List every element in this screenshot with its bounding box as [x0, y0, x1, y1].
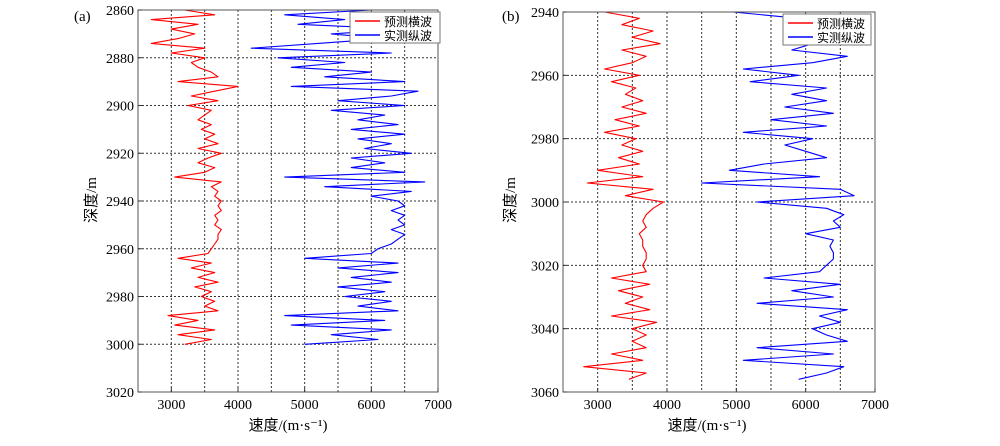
y-tick-label: 2940 [531, 6, 559, 21]
y-tick-label: 3020 [106, 386, 134, 401]
y-tick-label: 2880 [106, 52, 134, 67]
y-tick-label: 2980 [531, 133, 559, 148]
y-tick-label: 3040 [531, 323, 559, 338]
y-axis-label: 深度/m [502, 177, 519, 223]
legend-label: 预测横波 [817, 17, 865, 31]
legend-label: 实测纵波 [384, 28, 432, 43]
y-axis-label: 深度/m [83, 177, 100, 223]
legend-box [782, 13, 872, 46]
y-tick-label: 2920 [106, 147, 134, 162]
panel-a: (a) 深度/m 速度/(m·s⁻¹) 3000 4000 5000 6000 7000… [74, 4, 452, 434]
y-tick-label: 3000 [106, 338, 134, 353]
y-tick-label: 2960 [106, 243, 134, 258]
x-tick-label: 6000 [357, 398, 385, 413]
x-tick-label: 6000 [792, 398, 820, 413]
legend-label: 预测横波 [384, 15, 432, 29]
x-tick-label: 3000 [157, 398, 185, 413]
x-tick-label: 7000 [861, 398, 889, 413]
y-tick-label: 3000 [531, 196, 559, 211]
series-line-measured-p-wave [250, 9, 426, 345]
y-tick-label: 2860 [106, 4, 134, 19]
x-axis-label: 速度/(m·s⁻¹) [667, 417, 746, 434]
x-tick-label: 5000 [291, 398, 319, 413]
y-tick-label: 2960 [531, 69, 559, 84]
x-axis-label: 速度/(m·s⁻¹) [248, 417, 327, 434]
y-tick-label: 2940 [106, 195, 134, 210]
panel-label: (a) [74, 9, 91, 25]
y-tick-label: 3020 [531, 259, 559, 274]
series-line-predicted-s-wave [150, 9, 239, 345]
x-tick-label: 3000 [584, 398, 612, 413]
panel-label: (b) [502, 9, 520, 25]
x-tick-label: 7000 [424, 398, 452, 413]
series-line-predicted-s-wave [583, 11, 665, 380]
legend-box [349, 11, 441, 44]
legend-label: 实测纵波 [817, 30, 865, 45]
x-tick-label: 4000 [653, 398, 681, 413]
panel-b: (b) 深度/m 速度/(m·s⁻¹) 3000 4000 5000 6000 7000… [502, 6, 889, 434]
series-line-measured-p-wave [701, 11, 855, 380]
x-tick-label: 4000 [224, 398, 252, 413]
y-tick-label: 3060 [531, 386, 559, 401]
y-tick-label: 2980 [106, 291, 134, 306]
y-tick-label: 2900 [106, 100, 134, 115]
x-tick-label: 5000 [722, 398, 750, 413]
